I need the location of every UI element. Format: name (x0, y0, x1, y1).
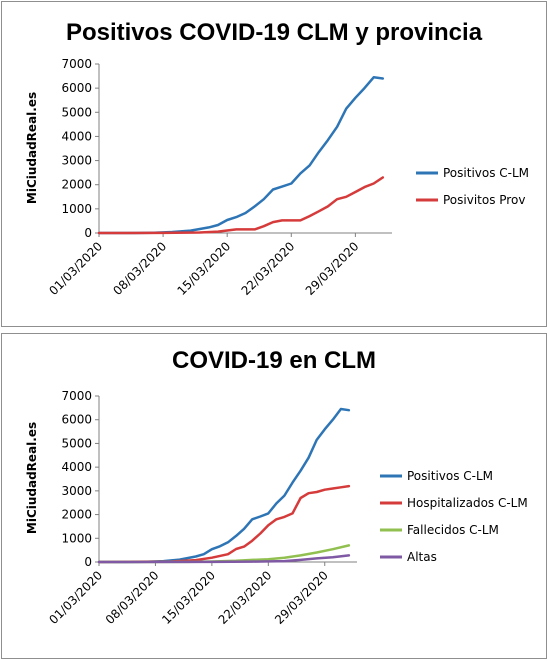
legend-label-altas: Altas (407, 550, 437, 564)
series-line-positivos-c-lm (97, 76, 385, 235)
y-tick-label: 2000 (61, 508, 92, 522)
x-tick-label: 15/03/2020 (159, 568, 218, 627)
y-tick-label: 1000 (61, 531, 92, 545)
y-tick-label: 0 (84, 555, 92, 569)
x-tick-label: 29/03/2020 (272, 568, 331, 627)
y-tick-label: 4000 (61, 460, 92, 474)
x-tick-label: 01/03/2020 (46, 568, 105, 627)
y-tick-label: 4000 (61, 129, 92, 143)
legend-label-hospitalizados-c-lm: Hospitalizados C-LM (407, 496, 528, 510)
chart-positivos-clm-provincia: Positivos COVID-19 CLM y provincia MiCiud… (25, 19, 529, 298)
x-tick-label: 29/03/2020 (303, 239, 362, 298)
y-tick-label: 3000 (61, 154, 92, 168)
chart-title: Positivos COVID-19 CLM y provincia (66, 19, 483, 46)
y-axis-label: MiCiudadReal.es (25, 92, 39, 204)
chart-title: COVID-19 en CLM (172, 347, 376, 374)
y-tick-label: 7000 (61, 389, 92, 403)
y-tick-label: 0 (84, 226, 92, 240)
y-tick-label: 1000 (61, 202, 92, 216)
series-line-altas (97, 554, 351, 564)
y-tick-label: 7000 (61, 57, 92, 71)
legend-label-fallecidos-c-lm: Fallecidos C-LM (407, 523, 499, 537)
y-tick-label: 3000 (61, 484, 92, 498)
series-line-hospitalizados-c-lm (97, 484, 351, 564)
x-tick-label: 22/03/2020 (239, 239, 298, 298)
y-tick-label: 6000 (61, 413, 92, 427)
legend-label-positivos-c-lm: Positivos C-LM (407, 469, 493, 483)
y-tick-label: 5000 (61, 105, 92, 119)
y-axis-label: MiCiudadReal.es (25, 422, 39, 534)
x-tick-label: 22/03/2020 (216, 568, 275, 627)
legend-label-posivitos-prov: Posivitos Prov (443, 193, 525, 207)
y-tick-label: 5000 (61, 436, 92, 450)
x-tick-label: 08/03/2020 (110, 239, 169, 298)
x-tick-label: 15/03/2020 (174, 239, 233, 298)
x-tick-label: 08/03/2020 (103, 568, 162, 627)
y-tick-label: 2000 (61, 178, 92, 192)
y-tick-label: 6000 (61, 81, 92, 95)
chart-covid-en-clm: COVID-19 en CLM MiCiudadReal.es 0 1000 2000 3… (25, 347, 528, 627)
series-line-posivitos-prov (97, 176, 385, 235)
x-tick-label: 01/03/2020 (46, 239, 105, 298)
chart-panel-positivos: Positivos COVID-19 CLM y provincia MiCiud… (1, 1, 547, 327)
legend-label-positivos-c-lm: Positivos C-LM (443, 166, 529, 180)
series-line-positivos-c-lm (97, 407, 351, 564)
chart-panel-covid-clm: COVID-19 en CLM MiCiudadReal.es 0 1000 2000 3… (1, 333, 547, 659)
